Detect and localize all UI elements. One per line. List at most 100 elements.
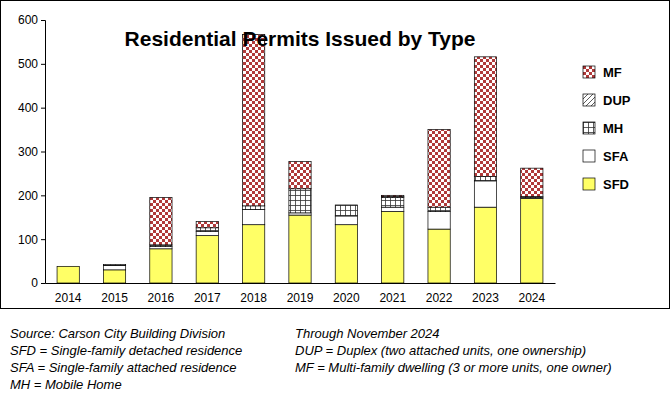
- chart: 0100200300400500600201420152016201720182…: [0, 0, 670, 416]
- bar: [243, 209, 265, 224]
- bar: [474, 181, 496, 207]
- tick-label: 300: [18, 145, 38, 159]
- legend-swatch: [583, 122, 595, 134]
- tick: 2024: [518, 283, 545, 305]
- x-axis-line: [46, 283, 556, 284]
- bar: [57, 266, 79, 267]
- tick-label: 400: [18, 101, 38, 115]
- bar: [382, 212, 404, 283]
- legend-label: SFD: [603, 177, 629, 192]
- legend: MF DUP MH SFA SFD: [583, 65, 631, 192]
- tick-mark: [41, 195, 45, 196]
- legend-entry: DUP: [583, 93, 631, 108]
- bar: [335, 216, 357, 225]
- legend-entry: SFD: [583, 177, 629, 192]
- tick: 2021: [379, 283, 406, 305]
- bar: [57, 266, 79, 267]
- legend-entry: MH: [583, 121, 623, 136]
- tick: 2018: [240, 283, 267, 305]
- tick-label: 0: [31, 276, 38, 290]
- tick-mark: [41, 64, 45, 65]
- tick-label: 500: [18, 57, 38, 71]
- legend-label: DUP: [603, 93, 631, 108]
- series-mh: [103, 176, 543, 265]
- bar: [382, 196, 404, 198]
- bar: [335, 204, 357, 205]
- legend-label: SFA: [603, 149, 629, 164]
- footnote: MF = Multi-family dwelling (3 or more un…: [295, 360, 612, 375]
- bar: [103, 264, 125, 265]
- bar: [521, 198, 543, 283]
- tick-label: 2014: [55, 291, 82, 305]
- legend-entry: MF: [583, 65, 622, 80]
- bar: [521, 168, 543, 196]
- tick-mark: [41, 20, 45, 21]
- tick: 2022: [426, 283, 453, 305]
- bar: [335, 225, 357, 283]
- legend-swatch: [583, 66, 595, 78]
- bar: [428, 229, 450, 283]
- legend-label: MH: [603, 121, 623, 136]
- bar: [428, 130, 450, 208]
- bar: [150, 249, 172, 283]
- bars: [57, 34, 543, 283]
- legend-swatch: [583, 178, 595, 190]
- footnote: Source: Carson City Building Division: [10, 326, 225, 341]
- tick: 2020: [333, 283, 360, 305]
- bar: [103, 270, 125, 283]
- series-sfa: [103, 181, 543, 270]
- tick-mark: [41, 108, 45, 109]
- tick: 2016: [148, 283, 175, 305]
- legend-swatch: [583, 150, 595, 162]
- tick: 500: [18, 57, 45, 71]
- bar: [474, 176, 496, 180]
- bar: [103, 265, 125, 269]
- tick-label: 2015: [101, 291, 128, 305]
- tick: 400: [18, 101, 45, 115]
- bar: [335, 204, 357, 205]
- tick: 200: [18, 189, 45, 203]
- tick-label: 2017: [194, 291, 221, 305]
- tick: 600: [18, 13, 45, 27]
- chart-frame: [1, 1, 670, 309]
- bar: [103, 264, 125, 265]
- tick-mark: [41, 152, 45, 153]
- bar: [196, 231, 218, 235]
- bar: [335, 205, 357, 216]
- footnote: SFD = Single-family detached residence: [10, 343, 242, 358]
- tick: 2023: [472, 283, 499, 305]
- tick-label: 2024: [518, 291, 545, 305]
- bar: [57, 266, 79, 267]
- tick-label: 2022: [426, 291, 453, 305]
- title: Residential Permits Issued by Type: [125, 27, 476, 50]
- bar: [382, 198, 404, 208]
- bar: [243, 34, 265, 205]
- tick-label: 2021: [379, 291, 406, 305]
- tick-label: 100: [18, 233, 38, 247]
- bar: [243, 206, 265, 210]
- tick: 100: [18, 233, 45, 247]
- bar: [289, 215, 311, 283]
- bar: [196, 228, 218, 232]
- tick-label: 2020: [333, 291, 360, 305]
- tick-label: 2019: [287, 291, 314, 305]
- tick: 300: [18, 145, 45, 159]
- legend-label: MF: [603, 65, 622, 80]
- bar: [289, 162, 311, 189]
- tick: 2015: [101, 283, 128, 305]
- bar: [289, 189, 311, 213]
- tick-label: 2023: [472, 291, 499, 305]
- tick: 2019: [287, 283, 314, 305]
- tick-label: 200: [18, 189, 38, 203]
- bar: [521, 197, 543, 199]
- x-axis: 2014 2015 2016 2017 2018 2019 2020 2021 2022 2023…: [46, 283, 556, 305]
- tick-label: 2016: [148, 291, 175, 305]
- bar: [196, 236, 218, 283]
- tick: 0: [31, 276, 45, 290]
- legend-swatch: [583, 94, 595, 106]
- tick: 2014: [55, 283, 82, 305]
- footnote: SFA = Single-family attached residence: [10, 360, 237, 375]
- tick-label: 2018: [240, 291, 267, 305]
- bar: [150, 198, 172, 245]
- tick-label: 600: [18, 13, 38, 27]
